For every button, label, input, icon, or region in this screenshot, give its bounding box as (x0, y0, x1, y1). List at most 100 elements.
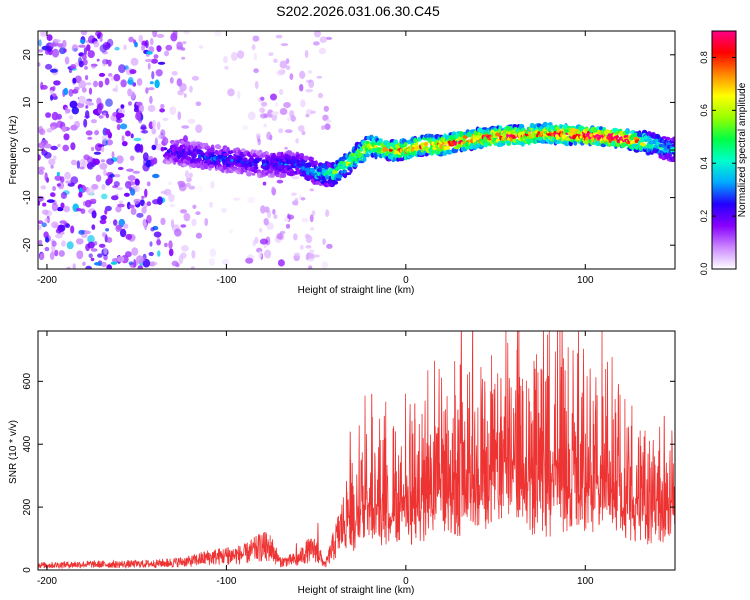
spectrogram-noise-blob (157, 250, 161, 257)
spectrogram-noise-blob (68, 88, 74, 97)
spectrogram-noise-blob (183, 135, 188, 143)
spectrogram-noise-blob (154, 137, 158, 147)
spectrogram-noise-blob (79, 166, 85, 170)
spectrogram-noise-blob (127, 181, 136, 186)
spectrogram-noise-blob (53, 80, 61, 86)
spectrogram-noise-blob (264, 206, 270, 213)
spectrogram-noise-blob (38, 220, 44, 225)
spectrogram-signal-cell (388, 148, 394, 152)
spectrogram-noise-blob (85, 265, 92, 269)
spectrogram-noise-blob (142, 152, 149, 162)
spectrogram-noise-blob (45, 63, 53, 70)
snr-y-tick-label: 400 (22, 435, 33, 452)
spectrogram-noise-blob (291, 176, 300, 180)
spectrogram-noise-blob (46, 34, 53, 41)
spectrogram-noise-blob (115, 84, 119, 93)
spectrogram-noise-blob (51, 202, 59, 212)
spectrogram-noise-blob (88, 87, 93, 95)
spectrogram-signal-cell (303, 155, 310, 161)
spectrogram-noise-blob (176, 41, 183, 50)
spectrogram-noise-blob (160, 217, 166, 226)
spectrogram-noise-blob (120, 123, 128, 130)
spectrogram-noise-blob (259, 238, 268, 245)
spectrogram-noise-blob (84, 100, 92, 105)
spectrogram-noise-blob (126, 168, 134, 172)
spectrogram-noise-blob (55, 233, 63, 239)
spectrogram-noise-blob (63, 205, 70, 213)
spectrogram-noise-blob (310, 110, 316, 114)
spectrogram-noise-blob (45, 236, 50, 243)
spectrogram-noise-blob (115, 206, 122, 213)
spectrogram-noise-blob (105, 228, 110, 232)
spectrogram-signal-cell (424, 152, 429, 157)
spectrogram-noise-blob (41, 148, 45, 154)
spectrogram-signal-cell (185, 141, 191, 147)
spectrogram-noise-blob (149, 81, 154, 85)
spectrogram-noise-blob (127, 88, 133, 97)
spectrogram-noise-blob (50, 145, 58, 151)
spectrogram-noise-blob (262, 181, 267, 186)
spectrogram-x-tick-label: 100 (577, 275, 594, 286)
spectrogram-noise-blob (50, 164, 54, 169)
spectrogram-noise-blob (38, 224, 42, 231)
spectrogram-signal-cell (195, 164, 202, 169)
spectrogram-signal-cell (600, 143, 607, 148)
spectrogram-noise-blob (64, 171, 71, 180)
spectrogram-noise-blob (76, 160, 81, 169)
spectrogram-noise-blob (308, 79, 315, 88)
spectrogram-noise-blob (125, 233, 133, 240)
spectrogram-signal-cell (222, 153, 229, 156)
spectrogram-noise-blob (140, 126, 147, 131)
spectrogram-noise-blob (259, 107, 266, 113)
spectrogram-noise-blob (181, 125, 190, 129)
spectrogram-noise-blob (274, 101, 279, 108)
spectrogram-noise-blob (66, 266, 72, 269)
spectrogram-noise-blob (65, 180, 72, 184)
spectrogram-noise-blob (304, 49, 309, 59)
spectrogram-y-tick-label: 10 (22, 96, 33, 108)
spectrogram-noise-blob (90, 248, 98, 252)
spectrogram-noise-blob (273, 58, 278, 63)
spectrogram-noise-blob (273, 214, 278, 219)
spectrogram-signal-cell (414, 142, 419, 147)
spectrogram-noise-blob (191, 250, 196, 259)
spectrogram-noise-blob (180, 252, 187, 259)
spectrogram-noise-blob (143, 202, 148, 209)
spectrogram-noise-blob (148, 46, 155, 53)
spectrogram-noise-blob (114, 46, 120, 51)
spectrogram-noise-blob (100, 214, 107, 221)
spectrogram-noise-blob (183, 93, 187, 98)
spectrogram-noise-blob (259, 113, 268, 119)
spectrogram-noise-blob (55, 228, 62, 234)
spectrogram-noise-blob (157, 134, 164, 140)
spectrogram-noise-blob (236, 90, 241, 100)
spectrogram-noise-blob (321, 125, 326, 130)
spectrogram-signal-cell (180, 140, 185, 145)
spectrogram-noise-blob (170, 32, 178, 42)
spectrogram-y-tick-label: 20 (22, 49, 33, 61)
spectrogram-noise-blob (182, 41, 187, 45)
spectrogram-signal-cell (462, 135, 469, 139)
spectrogram-noise-blob (51, 111, 59, 121)
spectrogram-noise-blob (116, 224, 123, 231)
snr-frame (37, 330, 676, 571)
spectrogram-noise-blob (261, 101, 268, 107)
spectrogram-noise-blob (87, 161, 94, 170)
spectrogram-noise-blob (254, 80, 259, 90)
spectrogram-noise-blob (270, 93, 277, 101)
spectrogram-noise-blob (150, 260, 157, 267)
spectrogram-noise-blob (209, 201, 214, 208)
spectrogram-noise-blob (289, 73, 294, 80)
spectrogram-noise-blob (82, 261, 86, 266)
spectrogram-signal-cell (309, 167, 315, 173)
spectrogram-noise-blob (86, 156, 94, 164)
colorbar: 0.0 0.2 0.4 0.6 0.8 Normalized spectral ampl… (699, 30, 748, 275)
spectrogram-noise-blob (93, 151, 101, 155)
spectrogram-noise-blob (70, 124, 78, 131)
spectrogram-noise-blob (102, 58, 107, 67)
spectrogram-noise-blob (307, 253, 315, 259)
spectrogram-noise-blob (313, 41, 320, 46)
spectrogram-noise-blob (93, 41, 100, 48)
snr-x-tick-label: -200 (37, 576, 57, 587)
spectrogram-noise-blob (78, 44, 86, 48)
